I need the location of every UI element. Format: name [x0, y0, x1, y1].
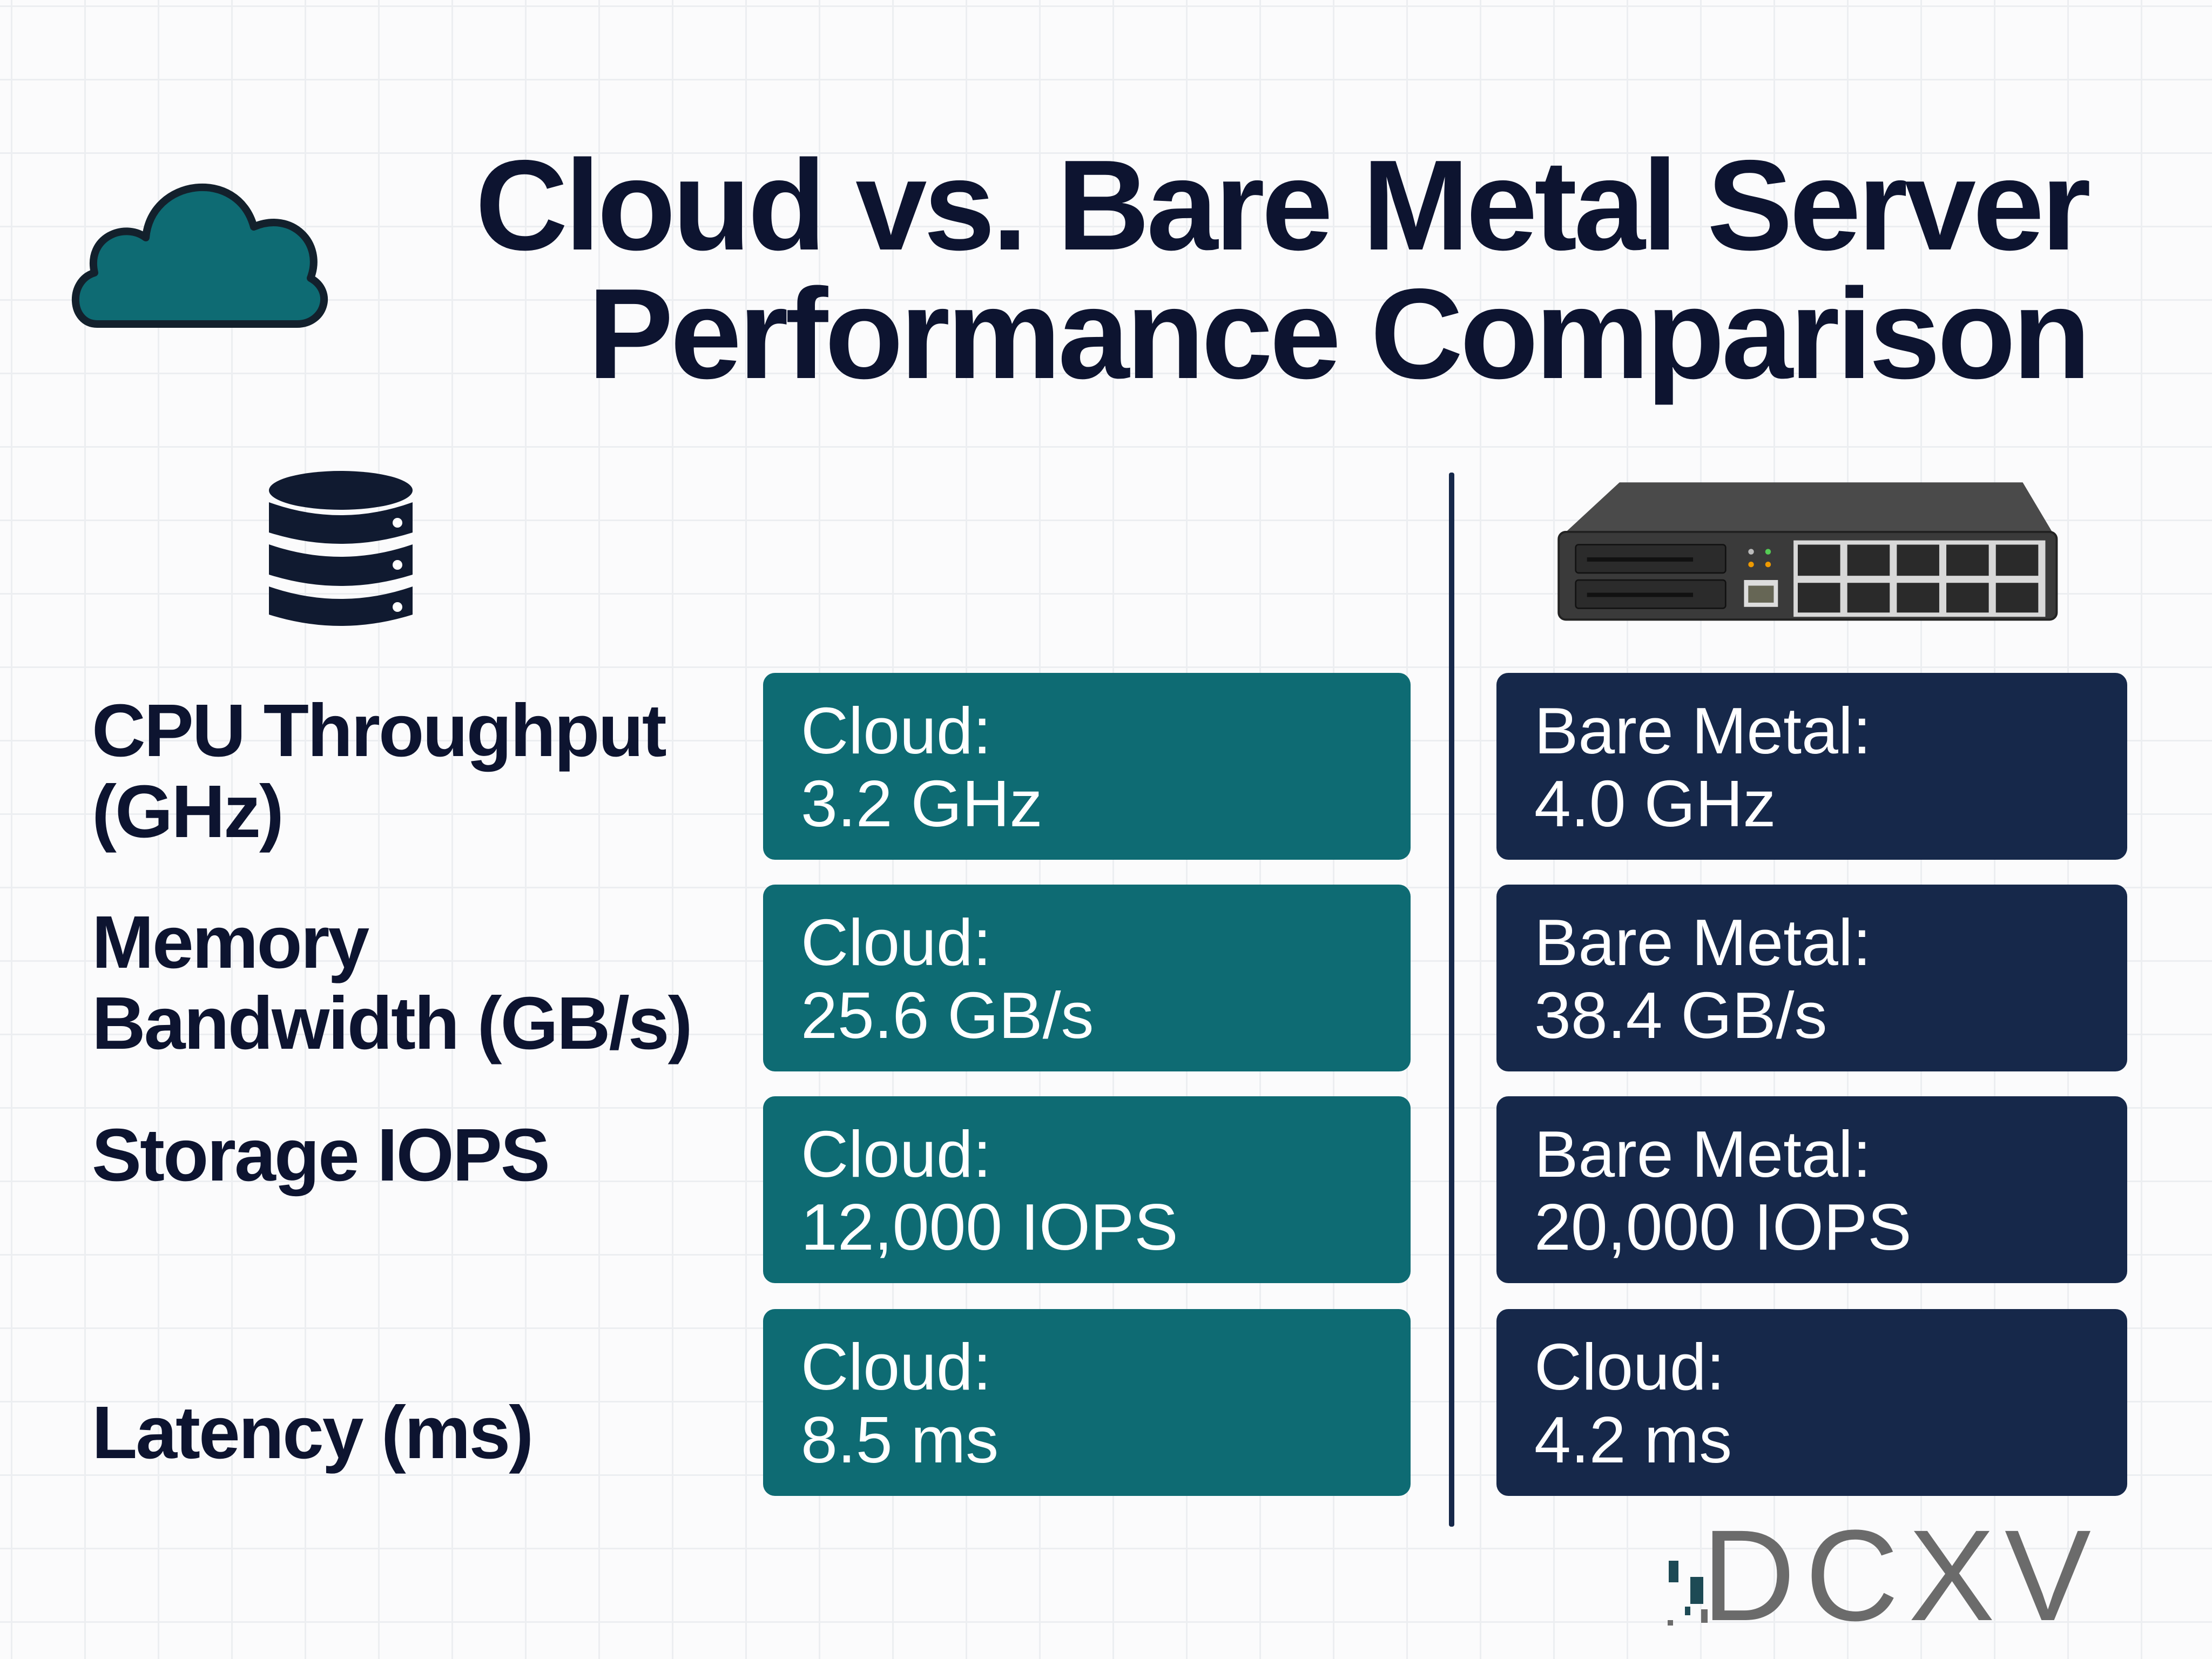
metric-label-memory: Memory Bandwidth (GB/s) [92, 901, 693, 1065]
rack-server-icon [1557, 482, 2058, 621]
cloud-value-storage: Cloud: 12,000 IOPS [763, 1096, 1411, 1283]
bare-metal-value-latency: Cloud: 4.2 ms [1496, 1309, 2127, 1496]
metric-label-cpu: CPU Throughput (GHz) [92, 689, 667, 853]
cloud-icon [72, 183, 328, 328]
database-icon [269, 471, 413, 626]
column-divider [1449, 473, 1454, 1527]
watermark-text: DCXV [1702, 1512, 2101, 1628]
watermark-logo: DCXV [1668, 1512, 2101, 1628]
metric-label-storage: Storage IOPS [92, 1114, 550, 1197]
page-title: Cloud vs. Bare Metal Server Performance … [475, 134, 2091, 406]
bare-metal-value-memory: Bare Metal: 38.4 GB/s [1496, 885, 2127, 1071]
metric-label-latency: Latency (ms) [92, 1391, 534, 1474]
bare-metal-value-cpu: Bare Metal: 4.0 GHz [1496, 673, 2127, 860]
title-line-2: Performance Comparison [588, 262, 2091, 406]
cloud-value-memory: Cloud: 25.6 GB/s [763, 885, 1411, 1071]
title-line-1: Cloud vs. Bare Metal Server [475, 134, 2091, 277]
bare-metal-value-storage: Bare Metal: 20,000 IOPS [1496, 1096, 2127, 1283]
cloud-value-latency: Cloud: 8.5 ms [763, 1309, 1411, 1496]
cloud-value-cpu: Cloud: 3.2 GHz [763, 673, 1411, 860]
